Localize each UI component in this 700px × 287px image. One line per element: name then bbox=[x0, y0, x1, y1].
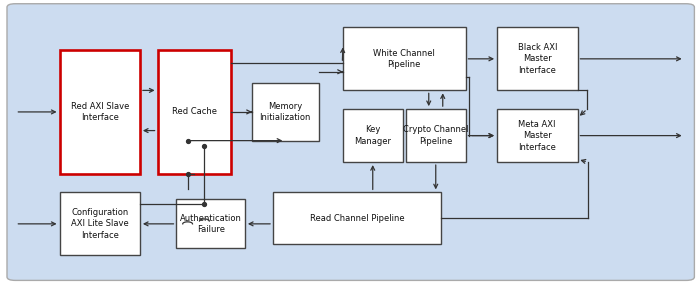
Text: Meta AXI
Master
Interface: Meta AXI Master Interface bbox=[518, 120, 556, 152]
Text: Black AXI
Master
Interface: Black AXI Master Interface bbox=[517, 43, 557, 75]
Bar bbox=[343, 27, 466, 90]
Bar bbox=[252, 83, 318, 141]
Bar bbox=[343, 109, 402, 162]
Text: Crypto Channel
Pipeline: Crypto Channel Pipeline bbox=[403, 125, 468, 146]
Text: Key
Manager: Key Manager bbox=[354, 125, 391, 146]
Bar bbox=[60, 50, 140, 174]
Text: Red Cache: Red Cache bbox=[172, 107, 217, 117]
Bar bbox=[176, 199, 245, 248]
Bar bbox=[158, 50, 231, 174]
Text: Configuration
AXI Lite Slave
Interface: Configuration AXI Lite Slave Interface bbox=[71, 208, 129, 240]
Text: White Channel
Pipeline: White Channel Pipeline bbox=[373, 49, 435, 69]
Text: Red AXI Slave
Interface: Red AXI Slave Interface bbox=[71, 102, 129, 122]
Bar bbox=[273, 192, 441, 244]
Bar bbox=[497, 109, 578, 162]
FancyBboxPatch shape bbox=[7, 4, 694, 280]
Bar bbox=[60, 192, 140, 255]
Text: Memory
Initialization: Memory Initialization bbox=[260, 102, 311, 122]
Bar bbox=[406, 109, 466, 162]
Text: Authentication
Failure: Authentication Failure bbox=[180, 214, 242, 234]
Bar bbox=[497, 27, 578, 90]
Text: Read Channel Pipeline: Read Channel Pipeline bbox=[309, 214, 405, 223]
